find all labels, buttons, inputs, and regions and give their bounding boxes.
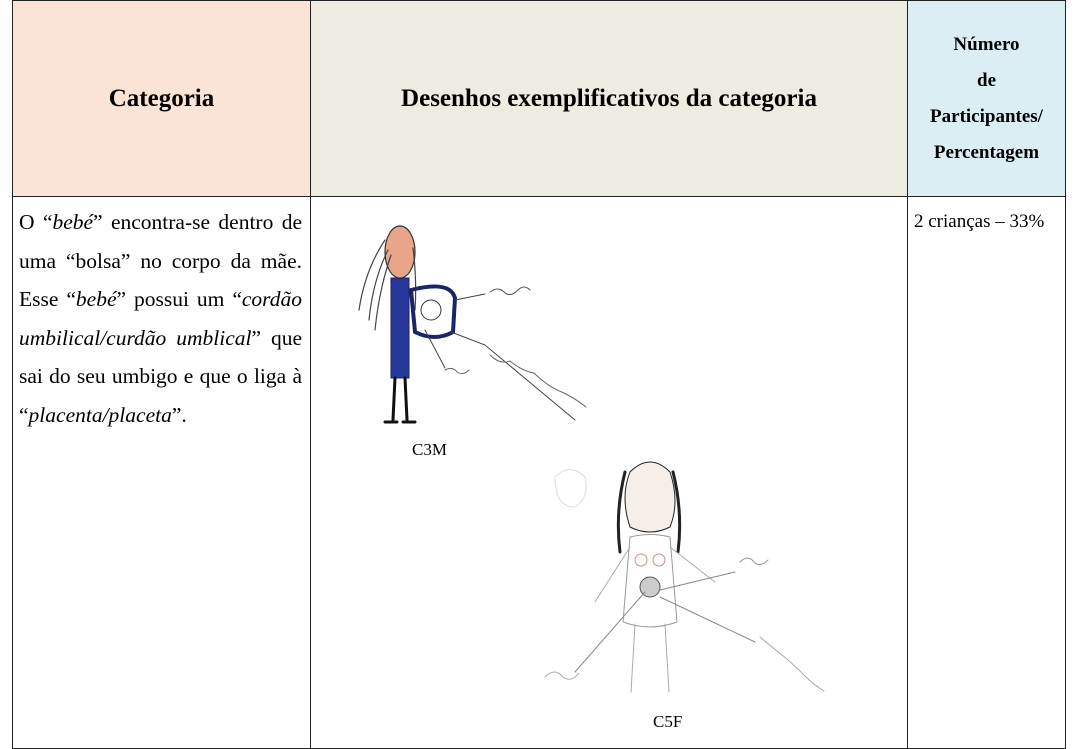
text: ” encontra-se dentro de uma “bolsa” no c… [19,210,303,311]
category-table: Categoria Desenhos exemplificativos da c… [12,0,1066,749]
header-line: de [977,69,996,91]
body-row: O “bebé” encontra-se dentro de uma “bols… [12,196,1066,749]
drawing-c5f [544,461,825,693]
participants-cell: 2 crianças – 33% [907,196,1066,749]
header-line: Participantes/ [930,105,1043,127]
description-cell: O “bebé” encontra-se dentro de uma “bols… [12,196,311,749]
header-line: Percentagem [933,141,1040,163]
header-line: Número [953,33,1020,55]
drawings-cell [310,196,908,749]
drawing-caption: C5F [653,712,683,731]
text: ” que sai do seu umbigo e que o liga à “ [19,325,302,427]
italic-text: placenta/placeta [28,402,172,427]
header-cell: Categoria [12,0,311,197]
text: ”. [171,402,187,427]
italic-text: cordão umbilical/curdão umblical [19,287,302,350]
italic-text: bebé [52,210,94,234]
italic-text: bebé [75,287,117,311]
text: O “ [19,210,53,234]
header-cell: Número de Participantes/Percentagem [907,0,1066,197]
header-cell: Desenhos exemplificativos da categoria [310,0,908,197]
drawing-caption: C3M [412,440,447,459]
header-row: Categoria Desenhos exemplificativos da c… [12,0,1066,197]
text: ” possui um “ [116,287,242,311]
drawing-c3m [358,225,587,424]
